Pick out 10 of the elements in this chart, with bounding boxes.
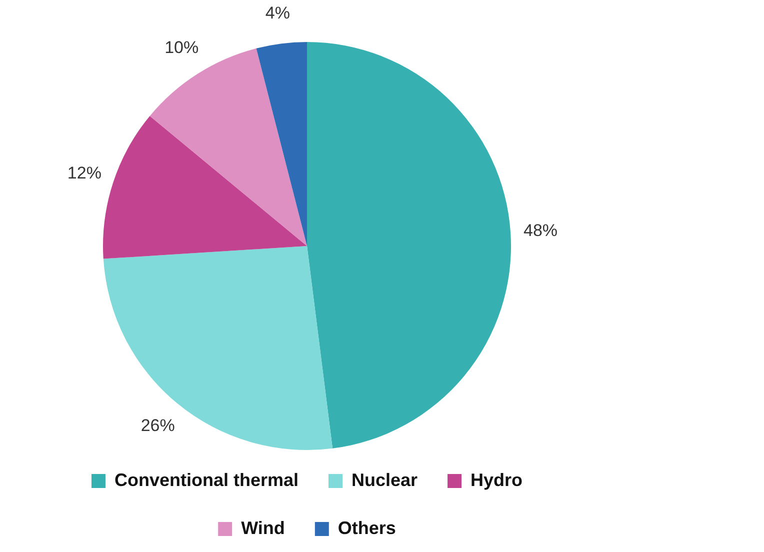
data-label: 26% bbox=[140, 416, 175, 435]
legend-label: Others bbox=[338, 518, 396, 538]
legend-label: Conventional thermal bbox=[114, 470, 298, 490]
data-label: 10% bbox=[164, 38, 199, 58]
data-label: 4% bbox=[265, 4, 290, 23]
legend-label: Nuclear bbox=[351, 470, 418, 490]
data-label: 12% bbox=[67, 163, 102, 182]
legend-label: Hydro bbox=[470, 470, 523, 490]
legend-label: Wind bbox=[241, 518, 285, 538]
data-label: 48% bbox=[524, 220, 558, 240]
